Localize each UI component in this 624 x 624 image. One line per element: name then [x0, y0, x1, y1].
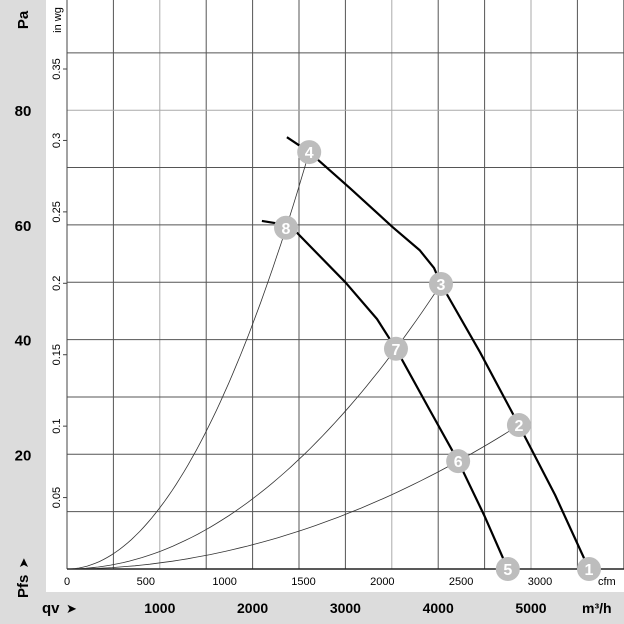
axis-labels: Pa in wg Pfs ➤ qv ➤ m³/h cfm 1000 2000 300… — [15, 7, 616, 617]
fan-curves — [261, 136, 591, 570]
y-tick-label: 60 — [15, 218, 32, 235]
operating-point-label: 8 — [282, 221, 291, 238]
y-secondary-tick-label: 0.2 — [51, 276, 63, 291]
operating-point-label: 3 — [437, 277, 446, 294]
x-unit-label: m³/h — [582, 600, 612, 616]
y-unit-label: Pa — [15, 10, 32, 29]
system-curve — [66, 283, 442, 570]
x-secondary-tick-label: 2500 — [449, 576, 473, 588]
operating-point-marker — [274, 215, 299, 240]
y-secondary-tick-label: 0.1 — [51, 418, 63, 433]
x-secondary-tick-label: 2000 — [370, 576, 394, 588]
operating-points: 1 2 3 4 5 6 7 8 — [274, 140, 601, 581]
x-secondary-tick-label: 500 — [137, 576, 155, 588]
y-secondary-tick-label: 0.05 — [51, 487, 63, 508]
x-secondary-tick-label: 1500 — [291, 576, 315, 588]
system-curves — [66, 151, 520, 570]
operating-point-marker — [495, 557, 520, 581]
x-tick-label: 2000 — [237, 600, 268, 616]
system-curve — [67, 424, 520, 570]
left-band — [0, 0, 46, 592]
x-secondary-tick-label: 3000 — [528, 576, 552, 588]
y-secondary-tick-label: 0.3 — [51, 133, 63, 148]
x-tick-label: 1000 — [144, 600, 175, 616]
y-secondary-tick-label: 0.25 — [51, 201, 63, 222]
y-tick-label: 20 — [15, 447, 32, 464]
fan-curve — [286, 136, 591, 570]
operating-point-label: 1 — [585, 562, 594, 579]
operating-point-label: 7 — [392, 342, 401, 359]
bottom-band — [0, 592, 624, 624]
operating-point-label: 6 — [454, 454, 463, 471]
y-secondary-tick-label: 0.35 — [51, 58, 63, 79]
x-secondary-unit-label: cfm — [598, 576, 616, 588]
y-tick-label: 40 — [15, 333, 32, 350]
operating-point-label: 2 — [514, 418, 523, 435]
x-secondary-tick-label: 1000 — [212, 576, 236, 588]
x-axis-arrow: ➤ — [66, 601, 77, 616]
grid — [66, 0, 624, 570]
operating-point-marker — [428, 271, 453, 296]
x-tick-label: 5000 — [515, 600, 546, 616]
y-secondary-unit-label: in wg — [52, 7, 64, 33]
operating-point-marker — [383, 336, 408, 361]
operating-point-label: 4 — [305, 145, 314, 162]
x-secondary-tick-label: 0 — [64, 576, 70, 588]
x-axis-label: qv — [42, 600, 60, 617]
x-tick-label: 4000 — [423, 600, 454, 616]
y-axis-label: Pfs — [15, 575, 32, 598]
y-tick-label: 80 — [15, 103, 32, 120]
y-secondary-tick-label: 0.15 — [51, 344, 63, 365]
y-axis-arrow: ➤ — [16, 557, 31, 568]
x-tick-label: 3000 — [330, 600, 361, 616]
operating-point-marker — [297, 140, 322, 165]
operating-point-label: 5 — [503, 562, 512, 579]
operating-point-marker — [506, 413, 531, 438]
operating-point-marker — [577, 557, 601, 581]
system-curve — [66, 151, 310, 570]
operating-point-marker — [446, 449, 471, 474]
